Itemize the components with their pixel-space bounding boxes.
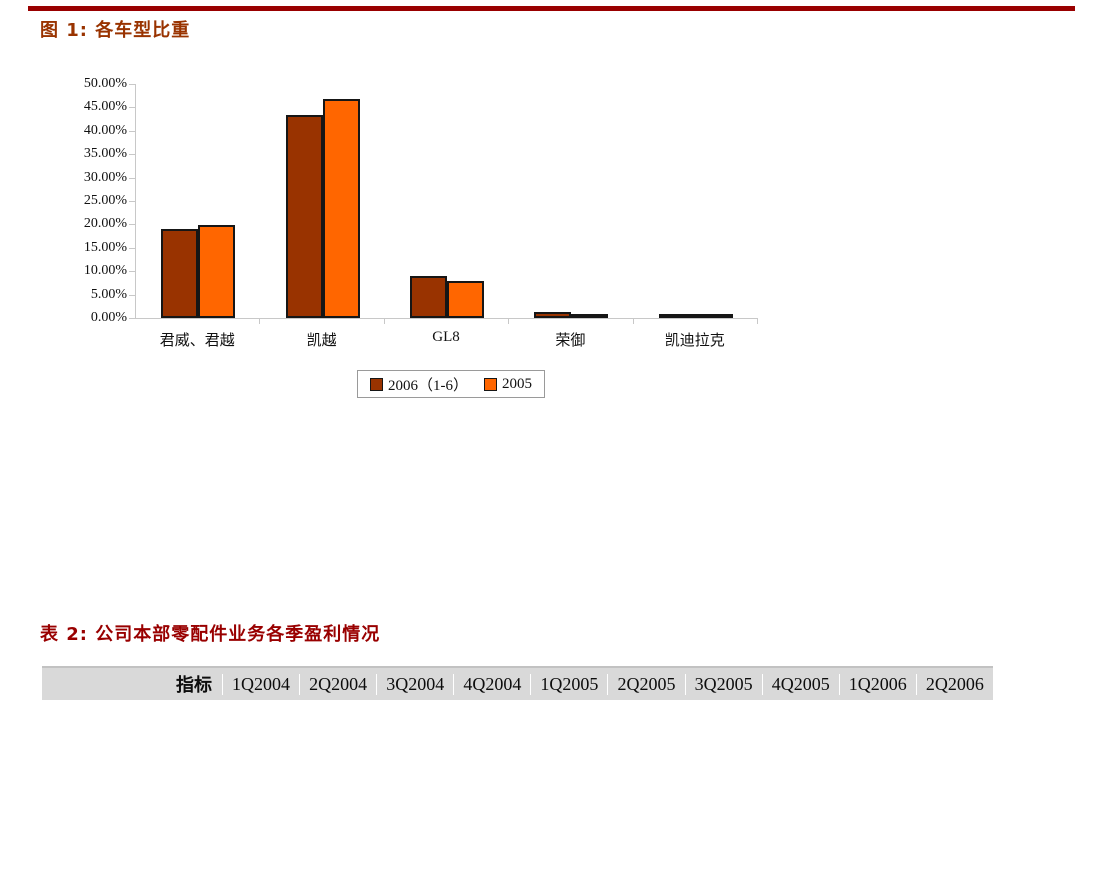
x-tick-mark [259,318,261,324]
table-header-cell-1Q2005: 1Q2005 [530,673,607,695]
bar-2006（1-6）-荣御 [534,311,572,318]
y-tick-label: 10.00% [83,263,127,279]
x-axis-labels: 君威、君越 凯越 GL8 荣御 凯迪拉克 [135,329,757,349]
y-tick-label: 20.00% [83,216,127,232]
category-label: 君威、君越 [159,333,235,349]
figure-title: 图 1: 各车型比重 [40,20,191,41]
y-tick-mark [129,201,135,202]
bar-2005-凯迪拉克 [695,314,733,318]
bar-2006（1-6）-凯迪拉克 [658,314,696,318]
bar-2005-GL8 [447,281,484,318]
y-tick-mark [129,107,135,109]
table-header-cell-2Q2006: 2Q2006 [915,673,993,695]
y-tick-mark [129,84,135,85]
bar-chart: 50.00% 45.00% 40.00% 35.00% 30.00% 25.00% 20.0… [55,52,773,407]
x-tick-mark [757,318,758,324]
category-label: 凯越 [306,333,337,349]
y-tick-label: 15.00% [83,239,127,255]
y-tick-mark [129,177,135,179]
y-tick-mark [129,154,135,156]
top-rule-divider [28,6,1075,11]
table-title: 表 2: 公司本部零配件业务各季盈利情况 [40,624,381,645]
y-tick-label: 45.00% [83,99,127,115]
category-label: 凯迪拉克 [664,333,725,349]
category-label: GL8 [432,329,460,345]
legend-item: 2005 [484,376,532,393]
bar-2006（1-6）-凯越 [285,115,323,318]
table-header-cell-3Q2004: 3Q2004 [376,673,453,695]
table-header-cell-4Q2005: 4Q2005 [761,673,839,695]
category-label: 荣御 [555,333,586,349]
legend-item: 2006（1-6） [370,374,468,395]
legend-swatch-icon [484,377,497,391]
legend-swatch-icon [370,377,383,391]
y-tick-label: 25.00% [83,193,127,208]
bar-2005-荣御 [571,314,609,318]
y-tick-mark [129,318,135,319]
y-tick-mark [129,130,135,132]
bar-2005-君威、君越 [198,224,236,318]
legend-label: 2005 [502,375,532,392]
x-tick-mark [383,318,385,324]
y-axis-labels: 50.00% 45.00% 40.00% 35.00% 30.00% 25.00% 20.0… [55,76,127,325]
plot-area [129,84,758,324]
y-tick-mark [129,224,135,226]
table-header-cell-1Q2006: 1Q2006 [838,673,916,695]
legend-label: 2006（1-6） [388,377,468,394]
x-tick-mark [508,318,510,324]
table-header-cell-2Q2004: 2Q2004 [299,673,376,695]
bar-2005-凯越 [322,98,360,318]
table-header-cell-2Q2005: 2Q2005 [607,673,684,695]
y-tick-label: 5.00% [90,286,127,302]
y-tick-mark [129,271,135,273]
table-header-cell-1Q2004: 1Q2004 [222,673,299,695]
y-tick-mark [129,294,135,296]
y-tick-label: 0.00% [90,310,127,325]
y-tick-label: 50.00% [83,76,127,91]
table-header-row: 指标 1Q2004 2Q2004 3Q2004 4Q2004 1Q2005 2Q2005 3Q… [42,666,993,700]
y-tick-label: 30.00% [83,169,127,185]
x-tick-mark [632,318,634,324]
table-header-cell-指标: 指标 [176,675,212,695]
y-tick-label: 40.00% [83,122,127,138]
y-tick-label: 35.00% [83,146,127,162]
bar-2006（1-6）-GL8 [410,276,447,318]
chart-legend: 2006（1-6） 2005 [357,370,545,398]
table-header-cell-3Q2005: 3Q2005 [684,673,762,695]
y-tick-mark [129,247,135,249]
table-header-cell-4Q2004: 4Q2004 [453,673,530,695]
bar-2006（1-6）-君威、君越 [161,228,199,318]
